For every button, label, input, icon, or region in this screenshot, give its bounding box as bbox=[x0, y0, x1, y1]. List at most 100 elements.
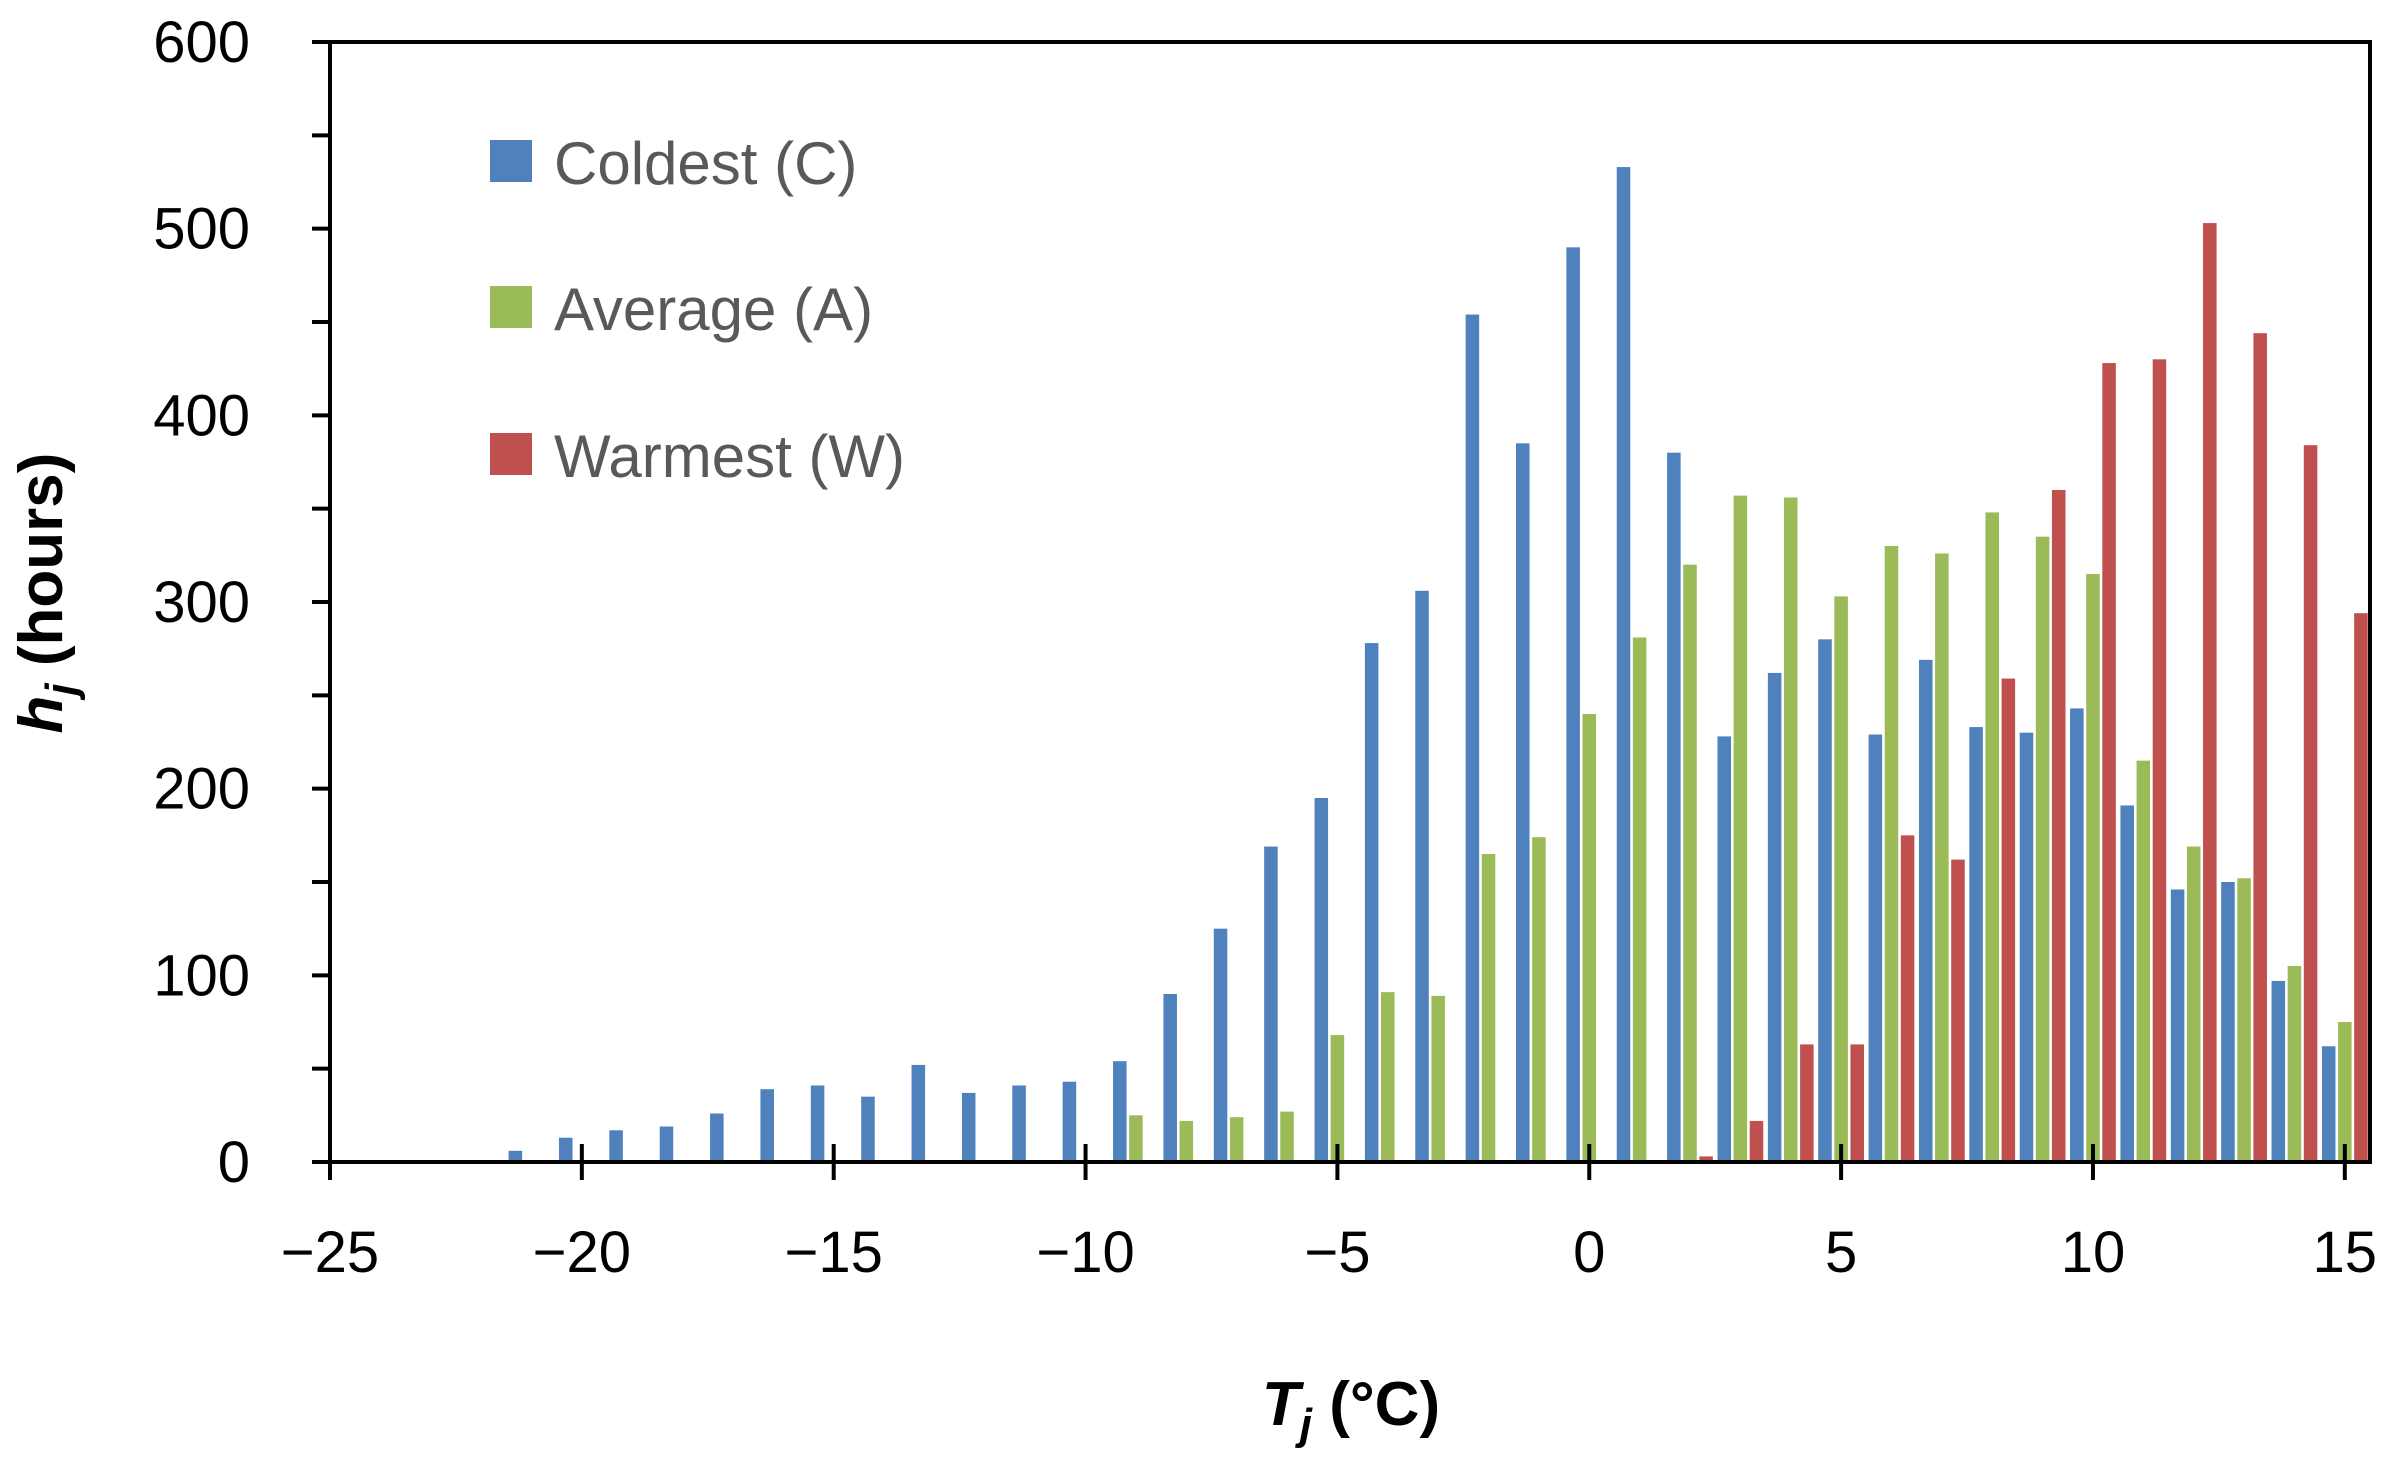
bar-coldest bbox=[760, 1089, 774, 1162]
bar-coldest bbox=[1113, 1061, 1127, 1162]
x-axis: −25 −20 −15 −10 −5 0 5 10 15 bbox=[281, 1144, 2377, 1285]
bar-warmest bbox=[2102, 363, 2116, 1163]
bar-average bbox=[1834, 596, 1848, 1162]
x-tick-label: −25 bbox=[281, 1220, 379, 1285]
bar-coldest bbox=[961, 1092, 976, 1162]
bar-average bbox=[1481, 854, 1496, 1162]
x-tick-label: 5 bbox=[1825, 1220, 1857, 1285]
bar-warmest bbox=[2203, 223, 2217, 1163]
bar-coldest bbox=[2070, 708, 2084, 1162]
bar-average bbox=[1532, 837, 1546, 1162]
bar-coldest bbox=[558, 1137, 573, 1162]
bar-warmest bbox=[1699, 1156, 1713, 1162]
bar-average bbox=[1179, 1120, 1194, 1162]
bar-average bbox=[1632, 637, 1647, 1162]
bar-warmest bbox=[2303, 445, 2318, 1162]
bar-average bbox=[2237, 878, 2251, 1162]
bar-average bbox=[2035, 536, 2050, 1162]
bar-average bbox=[1733, 495, 1748, 1163]
bar-coldest bbox=[1415, 590, 1429, 1162]
bar-coldest bbox=[1918, 659, 1933, 1162]
x-tick-label: 15 bbox=[2313, 1220, 2378, 1285]
bar-coldest bbox=[659, 1126, 674, 1162]
bar-average bbox=[1683, 564, 1697, 1162]
bar-coldest bbox=[2019, 732, 2034, 1162]
legend-label-coldest: Coldest (C) bbox=[554, 130, 857, 197]
bar-average bbox=[2136, 760, 2151, 1162]
x-tick-label: −10 bbox=[1036, 1220, 1134, 1285]
bar-warmest bbox=[1850, 1044, 1864, 1162]
y-tick-label: 0 bbox=[218, 1130, 250, 1195]
bar-warmest bbox=[2152, 359, 2167, 1162]
legend-swatch-warmest bbox=[490, 433, 532, 475]
bar-average bbox=[2186, 846, 2201, 1162]
bar-warmest bbox=[2051, 490, 2066, 1162]
y-tick-label: 300 bbox=[153, 570, 250, 635]
bar-coldest bbox=[1364, 643, 1379, 1162]
legend: Coldest (C) Average (A) Warmest (W) bbox=[490, 130, 905, 490]
bar-warmest bbox=[2354, 613, 2368, 1162]
x-tick-label: −15 bbox=[785, 1220, 883, 1285]
bar-warmest bbox=[2253, 333, 2267, 1162]
bar-average bbox=[1783, 497, 1798, 1162]
bar-average bbox=[1330, 1035, 1345, 1162]
bar-warmest bbox=[2001, 678, 2016, 1162]
legend-label-average: Average (A) bbox=[554, 276, 873, 343]
bars-group bbox=[508, 167, 2368, 1163]
bar-average bbox=[1431, 995, 1445, 1162]
bar-average bbox=[2287, 966, 2302, 1162]
bar-coldest bbox=[2271, 980, 2286, 1162]
bar-coldest bbox=[810, 1085, 825, 1162]
bar-coldest bbox=[1717, 736, 1732, 1162]
x-tick-label: −5 bbox=[1304, 1220, 1370, 1285]
bar-coldest bbox=[1616, 167, 1631, 1163]
bar-coldest bbox=[1516, 443, 1530, 1162]
bar-average bbox=[1582, 714, 1597, 1162]
bar-average bbox=[1229, 1117, 1244, 1162]
bar-warmest bbox=[1900, 835, 1915, 1162]
bar-coldest bbox=[2120, 805, 2134, 1162]
bar-coldest bbox=[1314, 798, 1329, 1162]
x-axis-title: Tj (°C) bbox=[1262, 1370, 1440, 1449]
bar-average bbox=[1935, 553, 1949, 1162]
y-axis-title: hj (hours) bbox=[7, 453, 86, 734]
bar-average bbox=[1985, 512, 1999, 1162]
bar-average bbox=[2086, 574, 2100, 1162]
bar-coldest bbox=[1969, 727, 1983, 1162]
legend-label-warmest: Warmest (W) bbox=[554, 423, 905, 490]
bar-coldest bbox=[1667, 452, 1681, 1163]
bar-average bbox=[2338, 1022, 2352, 1162]
bar-coldest bbox=[508, 1150, 523, 1162]
bar-coldest bbox=[1012, 1085, 1026, 1162]
bar-coldest bbox=[2170, 889, 2185, 1162]
bar-warmest bbox=[1800, 1044, 1814, 1162]
y-tick-label: 100 bbox=[153, 943, 250, 1008]
bar-coldest bbox=[1264, 846, 1278, 1162]
bar-coldest bbox=[710, 1113, 724, 1162]
y-tick-label: 200 bbox=[153, 757, 250, 822]
bar-coldest bbox=[1465, 314, 1480, 1162]
bar-coldest bbox=[1868, 734, 1883, 1162]
bar-coldest bbox=[861, 1096, 875, 1162]
bar-coldest bbox=[1566, 247, 1580, 1163]
y-axis: 0 100 200 300 400 500 600 bbox=[153, 10, 330, 1195]
bar-average bbox=[1129, 1115, 1143, 1162]
bar-average bbox=[1884, 546, 1899, 1162]
bar-coldest bbox=[1818, 639, 1832, 1162]
bar-average bbox=[1381, 992, 1395, 1162]
bar-coldest bbox=[1163, 994, 1177, 1162]
bar-coldest bbox=[1062, 1081, 1077, 1162]
x-tick-label: 10 bbox=[2061, 1220, 2126, 1285]
bar-warmest bbox=[1951, 859, 1965, 1162]
bar-coldest bbox=[609, 1130, 623, 1162]
x-tick-label: 0 bbox=[1573, 1220, 1605, 1285]
bar-coldest bbox=[2221, 882, 2235, 1162]
y-tick-label: 400 bbox=[153, 383, 250, 448]
bar-average bbox=[1280, 1111, 1294, 1162]
bar-coldest bbox=[1213, 928, 1228, 1162]
y-tick-label: 600 bbox=[153, 10, 250, 75]
legend-swatch-average bbox=[490, 286, 532, 328]
bar-coldest bbox=[2321, 1046, 2336, 1162]
legend-swatch-coldest bbox=[490, 140, 532, 182]
